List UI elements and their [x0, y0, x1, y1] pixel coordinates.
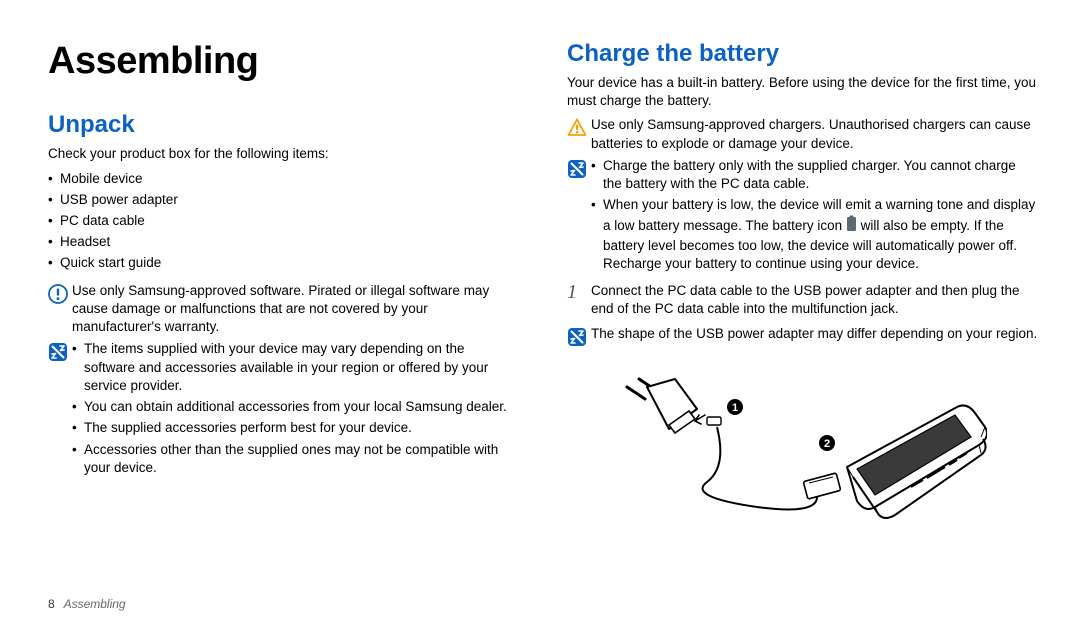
unpack-lead: Check your product box for the following…	[48, 145, 519, 163]
connector-icon	[803, 473, 841, 499]
step-1: 1 Connect the PC data cable to the USB p…	[567, 282, 1038, 318]
warning-text: Use only Samsung-approved chargers. Unau…	[591, 116, 1038, 152]
note-bullet: Accessories other than the supplied ones…	[72, 441, 519, 477]
note-text-3: The shape of the USB power adapter may d…	[591, 325, 1038, 343]
note-icon	[48, 340, 72, 362]
list-item: PC data cable	[48, 211, 519, 232]
battery-icon	[846, 215, 857, 237]
note-callout-2: Charge the battery only with the supplie…	[567, 157, 1038, 276]
list-item: Mobile device	[48, 169, 519, 190]
adapter-icon	[627, 379, 721, 433]
footer-section: Assembling	[64, 597, 126, 611]
right-column: Charge the battery Your device has a bui…	[543, 40, 1038, 609]
diagram-label-2: 2	[819, 435, 835, 451]
svg-text:2: 2	[824, 438, 830, 450]
manual-page: Assembling Unpack Check your product box…	[0, 0, 1080, 629]
warning-callout: Use only Samsung-approved chargers. Unau…	[567, 116, 1038, 152]
note-icon	[567, 157, 591, 179]
cable-icon	[703, 427, 817, 509]
note-bullet: Charge the battery only with the supplie…	[591, 157, 1038, 193]
note-callout-3: The shape of the USB power adapter may d…	[567, 325, 1038, 347]
note-bullet: The items supplied with your device may …	[72, 340, 519, 395]
charge-heading: Charge the battery	[567, 40, 1038, 68]
note-icon	[567, 325, 591, 347]
caution-text: Use only Samsung-approved software. Pira…	[72, 282, 519, 337]
tablet-icon	[847, 405, 987, 518]
list-item: Quick start guide	[48, 253, 519, 274]
note-body: The items supplied with your device may …	[72, 340, 519, 480]
left-column: Assembling Unpack Check your product box…	[48, 40, 543, 609]
step-number: 1	[567, 282, 591, 302]
list-item: Headset	[48, 232, 519, 253]
page-number: 8	[48, 597, 55, 611]
page-title: Assembling	[48, 40, 519, 83]
step-text: Connect the PC data cable to the USB pow…	[591, 282, 1038, 318]
charging-diagram: 1 2	[567, 357, 1038, 542]
unpack-item-list: Mobile device USB power adapter PC data …	[48, 169, 519, 274]
note-callout: The items supplied with your device may …	[48, 340, 519, 480]
caution-icon	[48, 282, 72, 304]
note-bullet: You can obtain additional accessories fr…	[72, 398, 519, 416]
warning-icon	[567, 116, 591, 138]
note-bullet: The supplied accessories perform best fo…	[72, 419, 519, 437]
charge-lead: Your device has a built-in battery. Befo…	[567, 74, 1038, 110]
caution-callout: Use only Samsung-approved software. Pira…	[48, 282, 519, 337]
list-item: USB power adapter	[48, 190, 519, 211]
diagram-label-1: 1	[727, 399, 743, 415]
svg-text:1: 1	[732, 402, 738, 414]
unpack-heading: Unpack	[48, 111, 519, 139]
note-bullet: When your battery is low, the device wil…	[591, 196, 1038, 273]
note-body-2: Charge the battery only with the supplie…	[591, 157, 1038, 276]
page-footer: 8 Assembling	[48, 597, 126, 611]
